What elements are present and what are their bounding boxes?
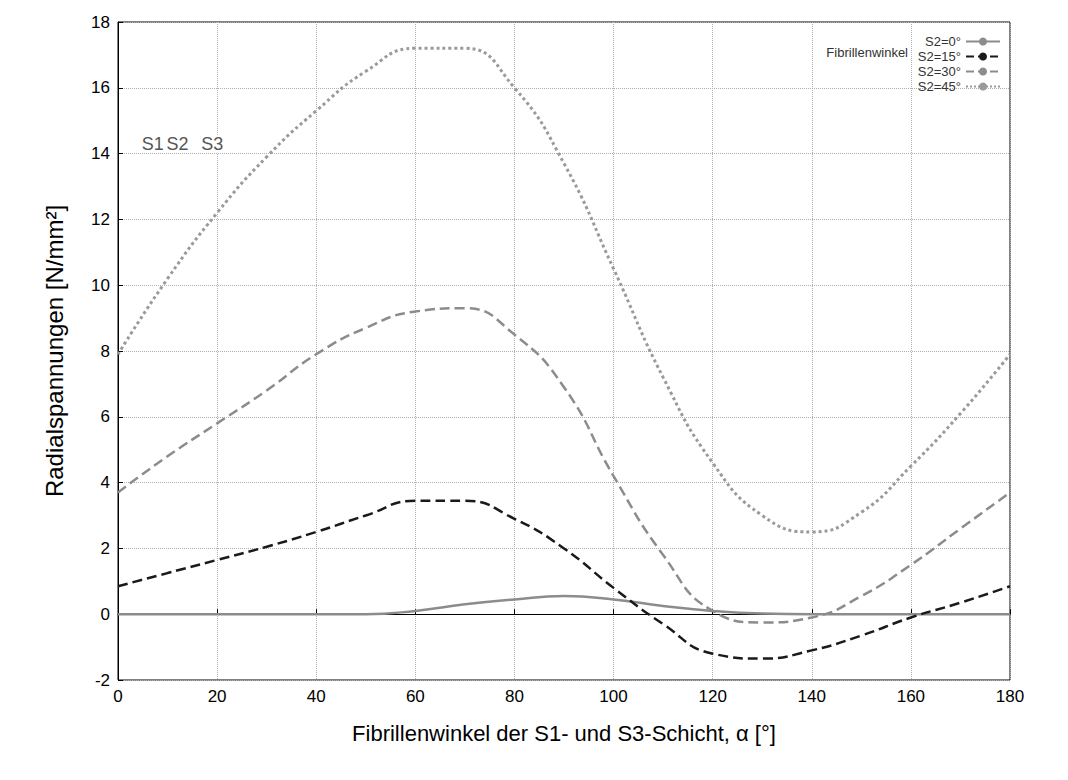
- svg-text:S2=45°: S2=45°: [918, 79, 961, 94]
- svg-text:0: 0: [101, 605, 110, 624]
- svg-text:160: 160: [897, 687, 925, 706]
- svg-text:S1: S1: [142, 134, 164, 154]
- svg-text:0: 0: [113, 687, 122, 706]
- svg-text:Fibrillenwinkel der S1- und S3: Fibrillenwinkel der S1- und S3-Schicht, …: [352, 721, 776, 746]
- svg-text:6: 6: [101, 407, 110, 426]
- svg-text:80: 80: [505, 687, 524, 706]
- svg-text:14: 14: [91, 144, 110, 163]
- svg-text:40: 40: [307, 687, 326, 706]
- svg-text:180: 180: [996, 687, 1024, 706]
- svg-text:16: 16: [91, 78, 110, 97]
- svg-text:120: 120: [698, 687, 726, 706]
- svg-text:S2=15°: S2=15°: [918, 49, 961, 64]
- svg-text:Radialspannungen [N/mm²]: Radialspannungen [N/mm²]: [41, 205, 68, 497]
- svg-text:S2=30°: S2=30°: [918, 64, 961, 79]
- svg-text:100: 100: [599, 687, 627, 706]
- svg-text:2: 2: [101, 539, 110, 558]
- svg-text:8: 8: [101, 342, 110, 361]
- svg-text:S3: S3: [201, 134, 223, 154]
- svg-text:10: 10: [91, 276, 110, 295]
- svg-text:18: 18: [91, 13, 110, 32]
- svg-text:-2: -2: [95, 671, 110, 690]
- svg-text:60: 60: [406, 687, 425, 706]
- svg-text:S2: S2: [166, 134, 188, 154]
- svg-text:140: 140: [798, 687, 826, 706]
- svg-text:12: 12: [91, 210, 110, 229]
- svg-text:S2=0°: S2=0°: [925, 34, 961, 49]
- svg-text:20: 20: [208, 687, 227, 706]
- svg-text:4: 4: [101, 473, 110, 492]
- svg-text:Fibrillenwinkel: Fibrillenwinkel: [826, 45, 908, 60]
